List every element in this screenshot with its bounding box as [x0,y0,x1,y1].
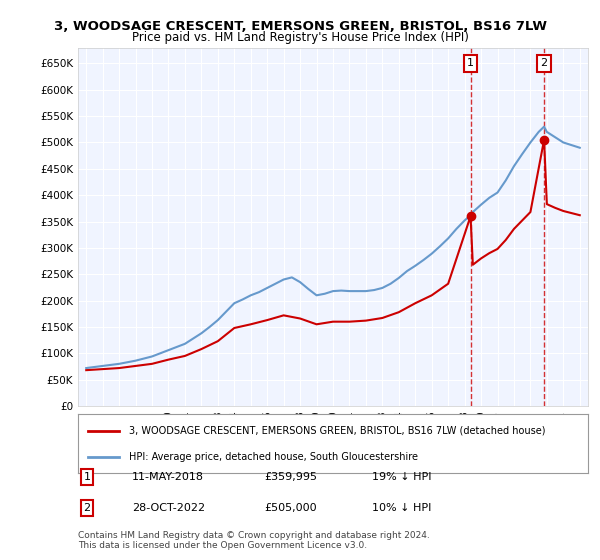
Text: 19% ↓ HPI: 19% ↓ HPI [372,472,431,482]
Text: 3, WOODSAGE CRESCENT, EMERSONS GREEN, BRISTOL, BS16 7LW (detached house): 3, WOODSAGE CRESCENT, EMERSONS GREEN, BR… [129,426,545,436]
Text: 2: 2 [541,58,548,68]
Text: Price paid vs. HM Land Registry's House Price Index (HPI): Price paid vs. HM Land Registry's House … [131,31,469,44]
Text: HPI: Average price, detached house, South Gloucestershire: HPI: Average price, detached house, Sout… [129,452,418,462]
Text: £505,000: £505,000 [264,503,317,513]
Text: 2: 2 [83,503,91,513]
Text: 28-OCT-2022: 28-OCT-2022 [132,503,205,513]
Text: £359,995: £359,995 [264,472,317,482]
Text: Contains HM Land Registry data © Crown copyright and database right 2024.
This d: Contains HM Land Registry data © Crown c… [78,530,430,550]
Text: 1: 1 [83,472,91,482]
Text: 11-MAY-2018: 11-MAY-2018 [132,472,204,482]
Text: 10% ↓ HPI: 10% ↓ HPI [372,503,431,513]
Text: 3, WOODSAGE CRESCENT, EMERSONS GREEN, BRISTOL, BS16 7LW: 3, WOODSAGE CRESCENT, EMERSONS GREEN, BR… [53,20,547,32]
Text: 1: 1 [467,58,474,68]
